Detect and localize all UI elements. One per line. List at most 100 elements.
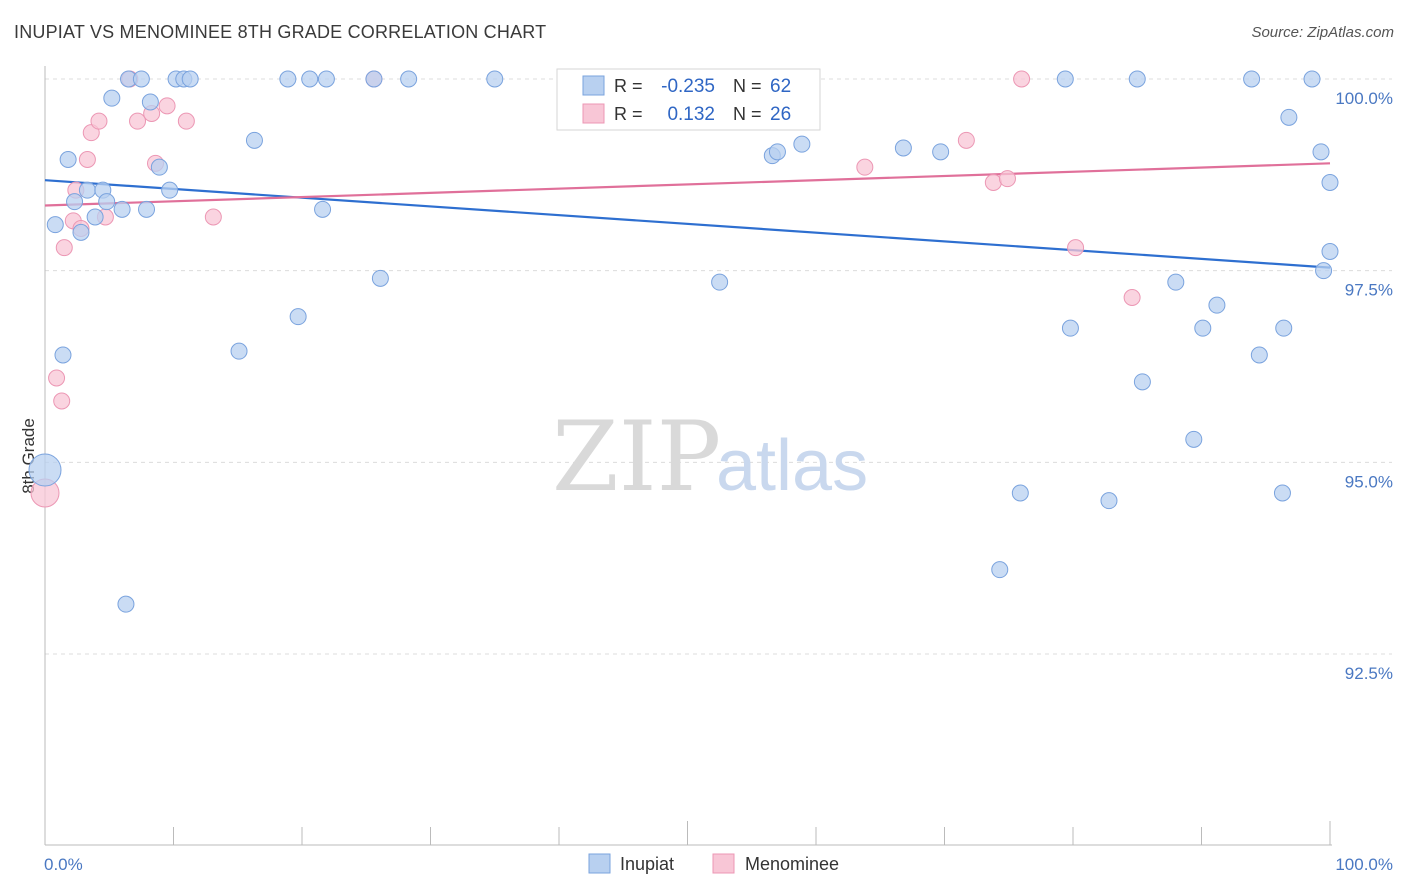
inupiat-point-41 [991, 561, 1009, 579]
series-legend: Inupiat Menominee [588, 853, 839, 874]
menominee-point-3 [55, 239, 73, 257]
inupiat-point-51 [1208, 296, 1226, 314]
inupiat-point-61 [1321, 174, 1339, 191]
inupiat-point-44 [1061, 319, 1079, 337]
inupiat-point-4 [66, 193, 84, 211]
y-tick-label-2: 95.0% [1345, 472, 1393, 491]
chart-title: INUPIAT VS MENOMINEE 8TH GRADE CORRELATI… [14, 22, 547, 42]
menominee-point-9 [90, 112, 108, 130]
inupiat-point-14 [132, 70, 150, 88]
menominee-point-12 [129, 112, 147, 130]
source-credit: Source: ZipAtlas.com [1251, 24, 1394, 41]
watermark-atlas: atlas [716, 426, 868, 506]
inupiat-point-28 [317, 70, 335, 88]
inupiat-point-21 [181, 70, 199, 88]
inupiat-point-52 [1243, 70, 1261, 88]
menominee-point-15 [158, 97, 176, 115]
menominee-point-21 [984, 174, 1002, 191]
inupiat-point-60 [1321, 243, 1339, 260]
inupiat-point-31 [400, 70, 418, 88]
inupiat-point-24 [279, 70, 297, 88]
bottom-legend-swatch-menominee [712, 853, 735, 874]
inupiat-point-50 [1194, 319, 1212, 337]
inupiat-point-39 [894, 139, 912, 157]
bottom-legend-inupiat: Inupiat [620, 854, 674, 874]
legend-inupiat-r-label: R = [614, 76, 643, 96]
legend-inupiat-n-label: N = [733, 76, 762, 96]
inupiat-point-9 [98, 193, 116, 211]
inupiat-point-18 [161, 181, 179, 199]
inupiat-point-58 [1312, 143, 1330, 161]
inupiat-point-46 [1128, 70, 1146, 88]
inupiat-point-3 [59, 151, 77, 168]
menominee-point-19 [856, 158, 874, 176]
menominee-point-25 [1123, 289, 1141, 306]
menominee-point-16 [177, 112, 195, 130]
inupiat-point-48 [1167, 273, 1185, 291]
inupiat-point-56 [1280, 108, 1298, 126]
inupiat-point-32 [486, 70, 504, 88]
inupiat-point-17 [150, 158, 168, 176]
inupiat-point-15 [138, 200, 156, 218]
inupiat-point-27 [314, 200, 332, 218]
inupiat-point-49 [1185, 430, 1203, 448]
inupiat-point-2 [54, 346, 72, 364]
inupiat-point-0 [28, 453, 62, 487]
inupiat-point-30 [371, 269, 389, 287]
y-tick-labels: 100.0% 97.5% 95.0% 92.5% [1335, 89, 1393, 683]
inupiat-point-38 [793, 135, 811, 153]
bottom-legend-menominee: Menominee [745, 854, 839, 874]
inupiat-point-54 [1273, 484, 1291, 502]
inupiat-point-16 [141, 93, 159, 111]
inupiat-point-7 [86, 208, 104, 226]
inupiat-point-37 [768, 143, 786, 161]
grid-lines [45, 78, 1392, 655]
inupiat-trend-line [44, 179, 1331, 269]
inupiat-point-22 [230, 342, 248, 360]
menominee-point-22 [998, 170, 1016, 188]
legend-inupiat-n-value: 62 [770, 76, 791, 97]
inupiat-point-47 [1133, 373, 1151, 391]
inupiat-point-55 [1275, 319, 1293, 337]
y-tick-label-3: 92.5% [1345, 664, 1393, 683]
legend-menominee-r-value: 0.132 [667, 104, 715, 125]
legend-swatch-inupiat [582, 75, 605, 96]
inupiat-point-12 [117, 595, 135, 613]
inupiat-point-57 [1303, 70, 1321, 88]
menominee-point-20 [957, 131, 975, 149]
watermark-zip: ZIP [552, 401, 721, 513]
menominee-point-23 [1013, 70, 1031, 88]
x-tick-labels: 0.0% 100.0% [44, 855, 1393, 874]
inupiat-points [28, 70, 1339, 613]
menominee-point-24 [1067, 239, 1085, 257]
inupiat-point-23 [245, 131, 263, 149]
legend-menominee-n-value: 26 [770, 104, 791, 125]
inupiat-point-11 [113, 200, 131, 218]
inupiat-point-35 [711, 273, 729, 291]
legend-inupiat-r-value: -0.235 [661, 76, 715, 97]
inupiat-point-26 [301, 70, 319, 88]
menominee-trend-line [44, 162, 1331, 207]
inupiat-point-42 [1011, 484, 1029, 502]
y-tick-label-0: 100.0% [1335, 89, 1393, 108]
legend-menominee-r-label: R = [614, 104, 643, 124]
x-tick-label-1: 100.0% [1335, 855, 1393, 874]
inupiat-point-45 [1100, 492, 1118, 510]
legend-menominee-n-label: N = [733, 104, 762, 124]
inupiat-point-53 [1250, 346, 1268, 364]
correlation-legend: R = -0.235 N = 62 R = 0.132 N = 26 [556, 68, 821, 131]
menominee-point-7 [78, 151, 96, 168]
y-tick-label-1: 97.5% [1345, 281, 1393, 300]
inupiat-point-40 [932, 143, 950, 161]
inupiat-point-59 [1315, 262, 1333, 280]
trend-lines [44, 162, 1331, 269]
bottom-legend-swatch-inupiat [588, 853, 611, 874]
inupiat-point-25 [289, 308, 307, 326]
inupiat-point-1 [46, 216, 64, 234]
inupiat-point-43 [1056, 70, 1074, 88]
x-tick-label-0: 0.0% [44, 855, 83, 874]
inupiat-point-29 [365, 70, 383, 88]
inupiat-point-5 [72, 223, 90, 241]
menominee-point-1 [48, 369, 66, 387]
